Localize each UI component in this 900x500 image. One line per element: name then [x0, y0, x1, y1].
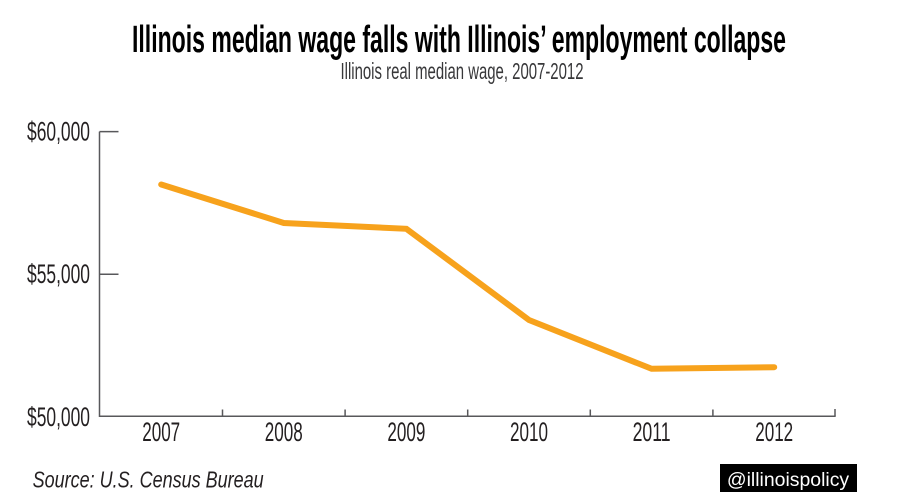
svg-text:2009: 2009 — [387, 417, 425, 447]
svg-text:$55,000: $55,000 — [27, 259, 90, 289]
svg-text:Illinois median wage falls wit: Illinois median wage falls with Illinois… — [132, 18, 786, 60]
svg-text:$60,000: $60,000 — [27, 117, 90, 147]
svg-text:2010: 2010 — [510, 417, 548, 447]
svg-text:Source: U.S. Census Bureau: Source: U.S. Census Bureau — [33, 467, 264, 493]
svg-text:2008: 2008 — [265, 417, 303, 447]
svg-text:@illinoispolicy: @illinoispolicy — [727, 469, 849, 491]
svg-text:2011: 2011 — [633, 417, 671, 447]
svg-text:2007: 2007 — [142, 417, 180, 447]
svg-text:Illinois real median wage, 200: Illinois real median wage, 2007-2012 — [341, 58, 584, 84]
svg-text:$50,000: $50,000 — [27, 402, 90, 432]
svg-text:2012: 2012 — [755, 417, 793, 447]
